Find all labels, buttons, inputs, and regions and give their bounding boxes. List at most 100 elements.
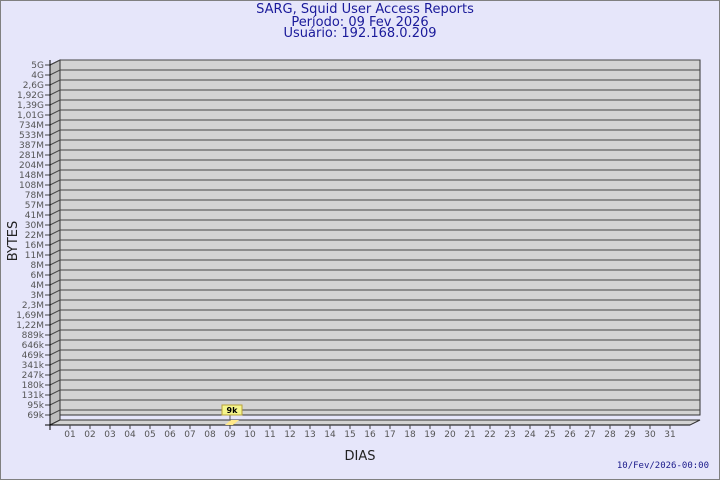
y-tick-label: 734M: [19, 121, 44, 131]
x-tick-label: 22: [484, 430, 495, 440]
gridline: [45, 299, 700, 306]
y-tick-label: 646k: [22, 341, 45, 351]
gridline: [45, 109, 700, 116]
y-tick-label: 533M: [19, 131, 44, 141]
y-tick-label: 469k: [22, 351, 45, 361]
x-tick-label: 08: [204, 430, 216, 440]
y-tick-label: 108M: [19, 181, 44, 191]
y-tick-label: 2,6G: [23, 81, 44, 91]
y-tick-label: 95k: [27, 401, 44, 411]
x-tick-label: 26: [564, 430, 576, 440]
gridline: [45, 369, 700, 376]
gridline: [45, 149, 700, 156]
y-tick-label: 1,69M: [16, 311, 44, 321]
x-tick-label: 13: [304, 430, 315, 440]
y-tick-label: 1,39G: [17, 101, 44, 111]
x-tick-label: 16: [364, 430, 376, 440]
chart-user: Usuário: 192.168.0.209: [283, 26, 437, 41]
y-tick-label: 889k: [22, 331, 45, 341]
y-tick-label: 387M: [19, 141, 44, 151]
y-tick-label: 204M: [19, 161, 44, 171]
y-tick-label: 30M: [25, 221, 44, 231]
gridline: [45, 239, 700, 246]
gridline: [45, 159, 700, 166]
y-tick-label: 1,92G: [17, 91, 44, 101]
x-tick-label: 07: [184, 430, 195, 440]
x-tick-label: 18: [404, 430, 416, 440]
generated-timestamp: 10/Fev/2026-00:00: [616, 461, 709, 471]
y-tick-label: 341k: [22, 361, 45, 371]
x-tick-label: 21: [464, 430, 475, 440]
plot-floor: [49, 419, 701, 426]
y-tick-label: 41M: [25, 211, 44, 221]
x-tick-label: 05: [144, 430, 155, 440]
x-tick-label: 17: [384, 430, 395, 440]
data-label-box: [221, 404, 243, 416]
gridline: [45, 259, 700, 266]
gridline: [45, 409, 700, 416]
gridline: [45, 229, 700, 236]
gridline: [45, 79, 700, 86]
gridline: [45, 89, 700, 96]
x-tick-label: 09: [224, 430, 236, 440]
gridline: [45, 279, 700, 286]
gridline: [45, 189, 700, 196]
y-tick-label: 4M: [31, 281, 45, 291]
gridline: [45, 119, 700, 126]
x-tick-label: 14: [324, 430, 336, 440]
gridline: [45, 399, 700, 406]
y-tick-label: 2,3M: [22, 301, 44, 311]
x-tick-label: 10: [244, 430, 256, 440]
gridline: [45, 309, 700, 316]
gridline: [45, 249, 700, 256]
gridline: [45, 289, 700, 296]
y-tick-label: 11M: [25, 251, 44, 261]
data-label: 9k: [227, 406, 239, 415]
gridline: [45, 349, 700, 356]
gridline: [45, 329, 700, 336]
x-tick-label: 04: [124, 430, 136, 440]
y-tick-label: 148M: [19, 171, 44, 181]
chart-title: SARG, Squid User Access Reports: [256, 2, 474, 17]
x-tick-label: 11: [264, 430, 275, 440]
gridline: [45, 209, 700, 216]
chart-period: Período: 09 Fev 2026: [291, 15, 429, 30]
gridline: [45, 319, 700, 326]
y-tick-label: 281M: [19, 151, 44, 161]
gridline: [45, 139, 700, 146]
y-tick-label: 4G: [31, 71, 44, 81]
x-axis-label: DIAS: [345, 449, 376, 464]
y-tick-label: 180k: [22, 381, 45, 391]
gridline: [45, 199, 700, 206]
y-tick-label: 1,01G: [17, 111, 44, 121]
gridline: [45, 219, 700, 226]
y-tick-label: 69k: [27, 411, 44, 421]
gridline: [45, 359, 700, 366]
gridline: [45, 129, 700, 136]
x-tick-label: 19: [424, 430, 436, 440]
x-tick-label: 23: [504, 430, 515, 440]
gridline: [45, 269, 700, 276]
x-tick-label: 01: [64, 430, 75, 440]
gridline: [45, 99, 700, 106]
gridline: [45, 379, 700, 386]
gridline: [45, 69, 700, 76]
x-tick-label: 28: [604, 430, 616, 440]
y-axis-label: BYTES: [6, 221, 21, 262]
x-tick-label: 03: [104, 430, 115, 440]
y-tick-label: 22M: [25, 231, 44, 241]
y-tick-label: 3M: [31, 291, 45, 301]
y-tick-label: 247k: [22, 371, 45, 381]
x-tick-label: 25: [544, 430, 555, 440]
x-tick-label: 12: [284, 430, 295, 440]
y-tick-label: 78M: [25, 191, 44, 201]
x-tick-label: 27: [584, 430, 595, 440]
x-tick-label: 29: [624, 430, 636, 440]
y-tick-label: 8M: [31, 261, 45, 271]
gridline: [45, 339, 700, 346]
x-tick-label: 06: [164, 430, 176, 440]
y-tick-label: 5G: [31, 61, 44, 71]
x-tick-label: 30: [644, 430, 656, 440]
x-tick-label: 02: [84, 430, 95, 440]
